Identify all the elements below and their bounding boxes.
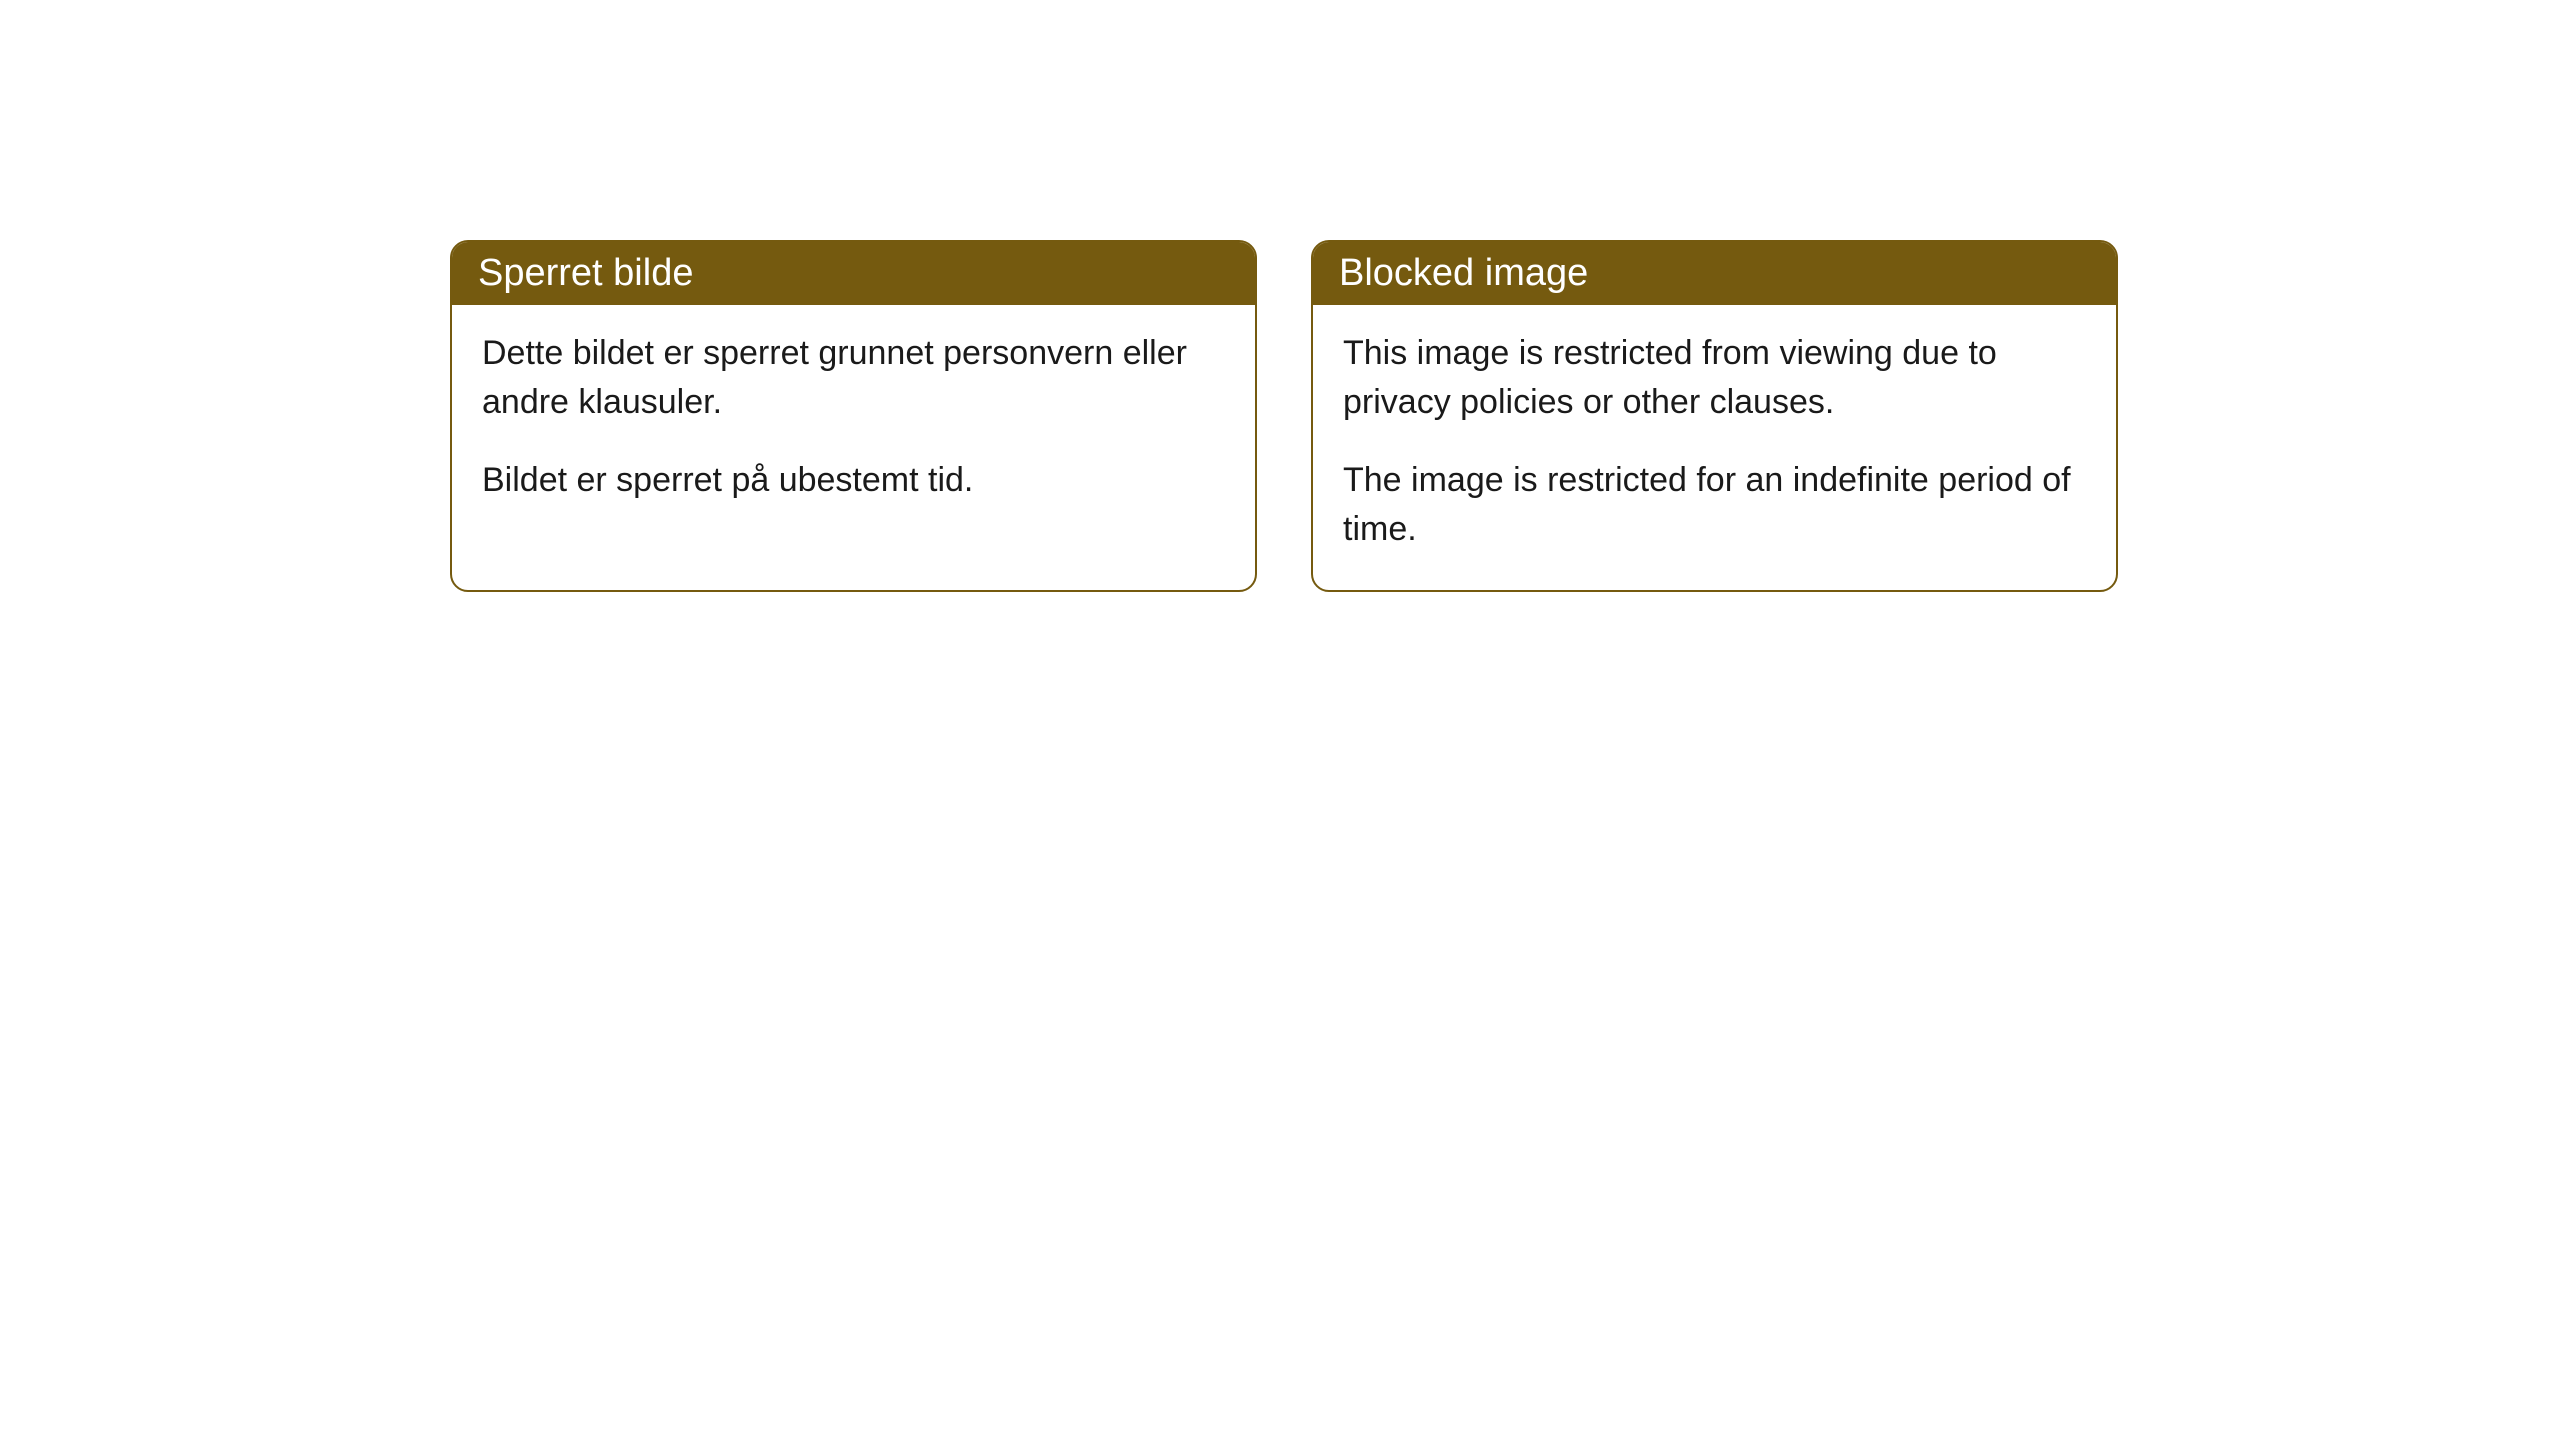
card-paragraph: This image is restricted from viewing du…	[1343, 329, 2086, 428]
card-paragraph: Dette bildet er sperret grunnet personve…	[482, 329, 1225, 428]
notification-cards-container: Sperret bilde Dette bildet er sperret gr…	[450, 240, 2118, 592]
notification-card-english: Blocked image This image is restricted f…	[1311, 240, 2118, 592]
card-paragraph: The image is restricted for an indefinit…	[1343, 456, 2086, 555]
card-body: Dette bildet er sperret grunnet personve…	[452, 305, 1255, 541]
card-body: This image is restricted from viewing du…	[1313, 305, 2116, 590]
card-paragraph: Bildet er sperret på ubestemt tid.	[482, 456, 1225, 505]
card-title: Sperret bilde	[478, 252, 693, 294]
card-header: Blocked image	[1313, 242, 2116, 305]
card-header: Sperret bilde	[452, 242, 1255, 305]
card-title: Blocked image	[1339, 252, 1588, 294]
notification-card-norwegian: Sperret bilde Dette bildet er sperret gr…	[450, 240, 1257, 592]
